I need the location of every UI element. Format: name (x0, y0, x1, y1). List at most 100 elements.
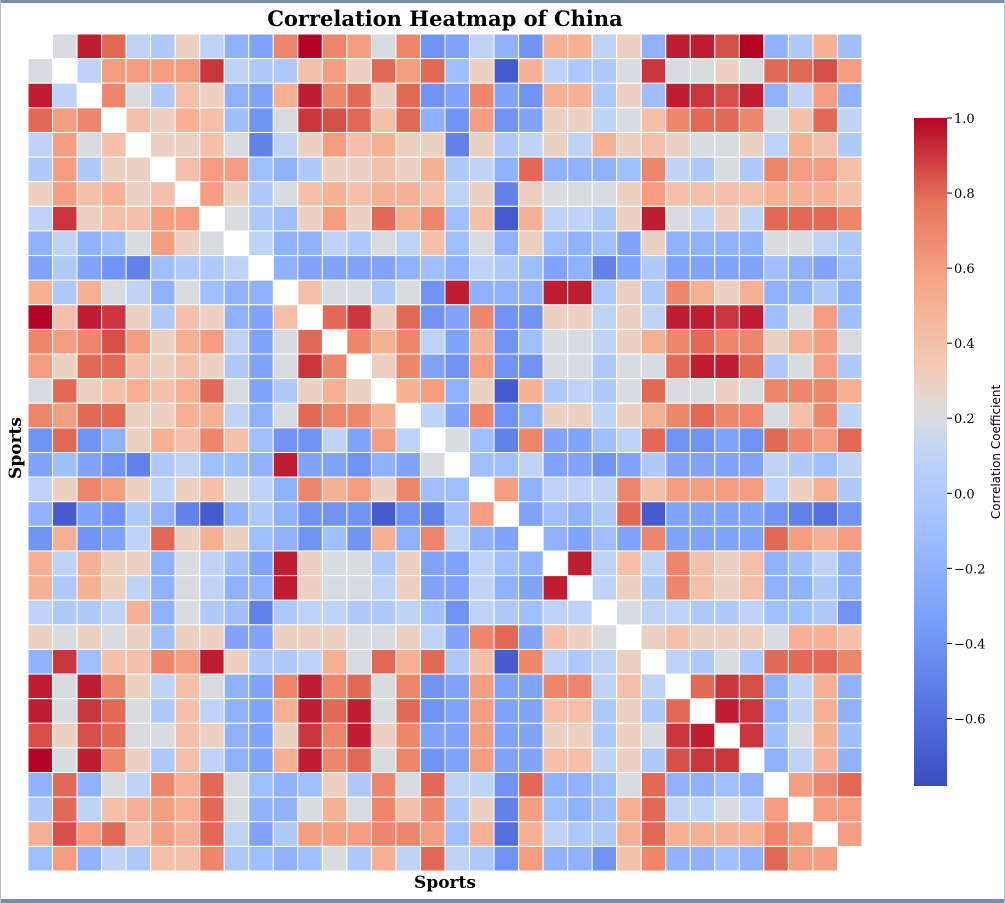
heatmap-cell (836, 58, 863, 84)
heatmap-cell (812, 304, 838, 330)
heatmap-cell (101, 624, 127, 650)
heatmap-cell (763, 747, 789, 774)
colorbar-tick-label: 0.4 (954, 337, 975, 352)
heatmap-cell (27, 698, 54, 724)
heatmap-cell (52, 402, 78, 429)
heatmap-cell (640, 205, 667, 232)
heatmap-cell (199, 58, 225, 84)
heatmap-cell (714, 747, 740, 774)
heatmap-cell (493, 230, 520, 257)
heatmap-cell (370, 550, 397, 577)
heatmap-cell (714, 698, 740, 724)
heatmap-cell (150, 575, 176, 601)
heatmap-cell (346, 230, 372, 257)
heatmap-cell (125, 501, 152, 527)
heatmap-cell (76, 624, 103, 650)
heatmap-cell (738, 599, 765, 626)
heatmap-cell (812, 279, 838, 306)
heatmap-cell (76, 279, 103, 306)
heatmap-cell (444, 33, 471, 60)
heatmap-cell (787, 402, 814, 429)
heatmap-cell (542, 525, 569, 552)
heatmap-cell (567, 279, 593, 306)
heatmap-cell (518, 107, 544, 133)
heatmap-cell (812, 378, 838, 404)
window-left-border (0, 0, 1, 903)
heatmap-cell (321, 476, 348, 503)
heatmap-cell (76, 722, 103, 749)
heatmap-cell (321, 722, 348, 749)
heatmap-cell (101, 821, 127, 847)
heatmap-cell (223, 427, 250, 454)
heatmap-cell (738, 82, 765, 109)
heatmap-cell (150, 328, 176, 355)
heatmap-cell (370, 845, 397, 872)
heatmap-cell (518, 402, 544, 429)
heatmap-cell (419, 772, 446, 798)
heatmap-cell (444, 747, 471, 774)
heatmap-cell (469, 624, 495, 650)
heatmap-cell (469, 304, 495, 330)
heatmap-cell (395, 255, 421, 281)
heatmap-cell (469, 402, 495, 429)
x-axis-label: Sports (414, 873, 476, 893)
colorbar: 1.0 0.8 0.6 0.4 0.2 0.0 −0.2 −0.4 −0.6 Correlati… (914, 112, 1003, 786)
heatmap-cell (346, 378, 372, 404)
heatmap-cell (763, 501, 789, 527)
heatmap-cell (248, 575, 274, 601)
heatmap-cell (419, 525, 446, 552)
heatmap-cell (346, 131, 372, 158)
heatmap-cell (542, 353, 569, 380)
heatmap-cell (567, 353, 593, 380)
heatmap-cell (640, 58, 667, 84)
heatmap-cell (27, 156, 54, 183)
heatmap-cell (493, 550, 520, 577)
heatmap-cell (76, 747, 103, 774)
heatmap-cell (689, 501, 716, 527)
heatmap-cell (812, 525, 838, 552)
heatmap-cell (297, 673, 323, 700)
heatmap-cell (665, 772, 691, 798)
heatmap-cell (346, 304, 372, 330)
heatmap-cell (444, 698, 471, 724)
heatmap-cell (199, 845, 225, 872)
heatmap-cell (395, 599, 421, 626)
heatmap-cell (248, 599, 274, 626)
heatmap-cell (518, 82, 544, 109)
heatmap-cell (812, 698, 838, 724)
heatmap-cell (542, 402, 569, 429)
heatmap-cell (714, 82, 740, 109)
heatmap-cell (444, 673, 471, 700)
heatmap-cell (787, 747, 814, 774)
heatmap-cell (542, 575, 569, 601)
heatmap-cell (689, 427, 716, 454)
heatmap-cell (27, 722, 54, 749)
heatmap-cell (223, 378, 250, 404)
heatmap-cell (567, 328, 593, 355)
heatmap-cell (395, 747, 421, 774)
heatmap-cell (101, 427, 127, 454)
heatmap-cell (101, 452, 127, 478)
heatmap-cell (125, 353, 152, 380)
heatmap-cell (714, 501, 740, 527)
heatmap-cell (101, 279, 127, 306)
heatmap-cell (714, 353, 740, 380)
heatmap-cell (542, 156, 569, 183)
heatmap-cell (419, 476, 446, 503)
heatmap-cell (469, 58, 495, 84)
heatmap-cell (518, 33, 544, 60)
heatmap-cell (738, 107, 765, 133)
heatmap-cell (101, 476, 127, 503)
heatmap-cell (616, 501, 642, 527)
heatmap-cell (52, 772, 78, 798)
heatmap-cell (125, 255, 152, 281)
heatmap-cell (370, 230, 397, 257)
heatmap-cell (101, 33, 127, 60)
heatmap-cell (76, 648, 103, 675)
heatmap-cell (763, 33, 789, 60)
heatmap-cell (640, 328, 667, 355)
heatmap-cell (812, 599, 838, 626)
heatmap-cell (321, 107, 348, 133)
heatmap-cell (714, 255, 740, 281)
heatmap-cell (248, 796, 274, 823)
